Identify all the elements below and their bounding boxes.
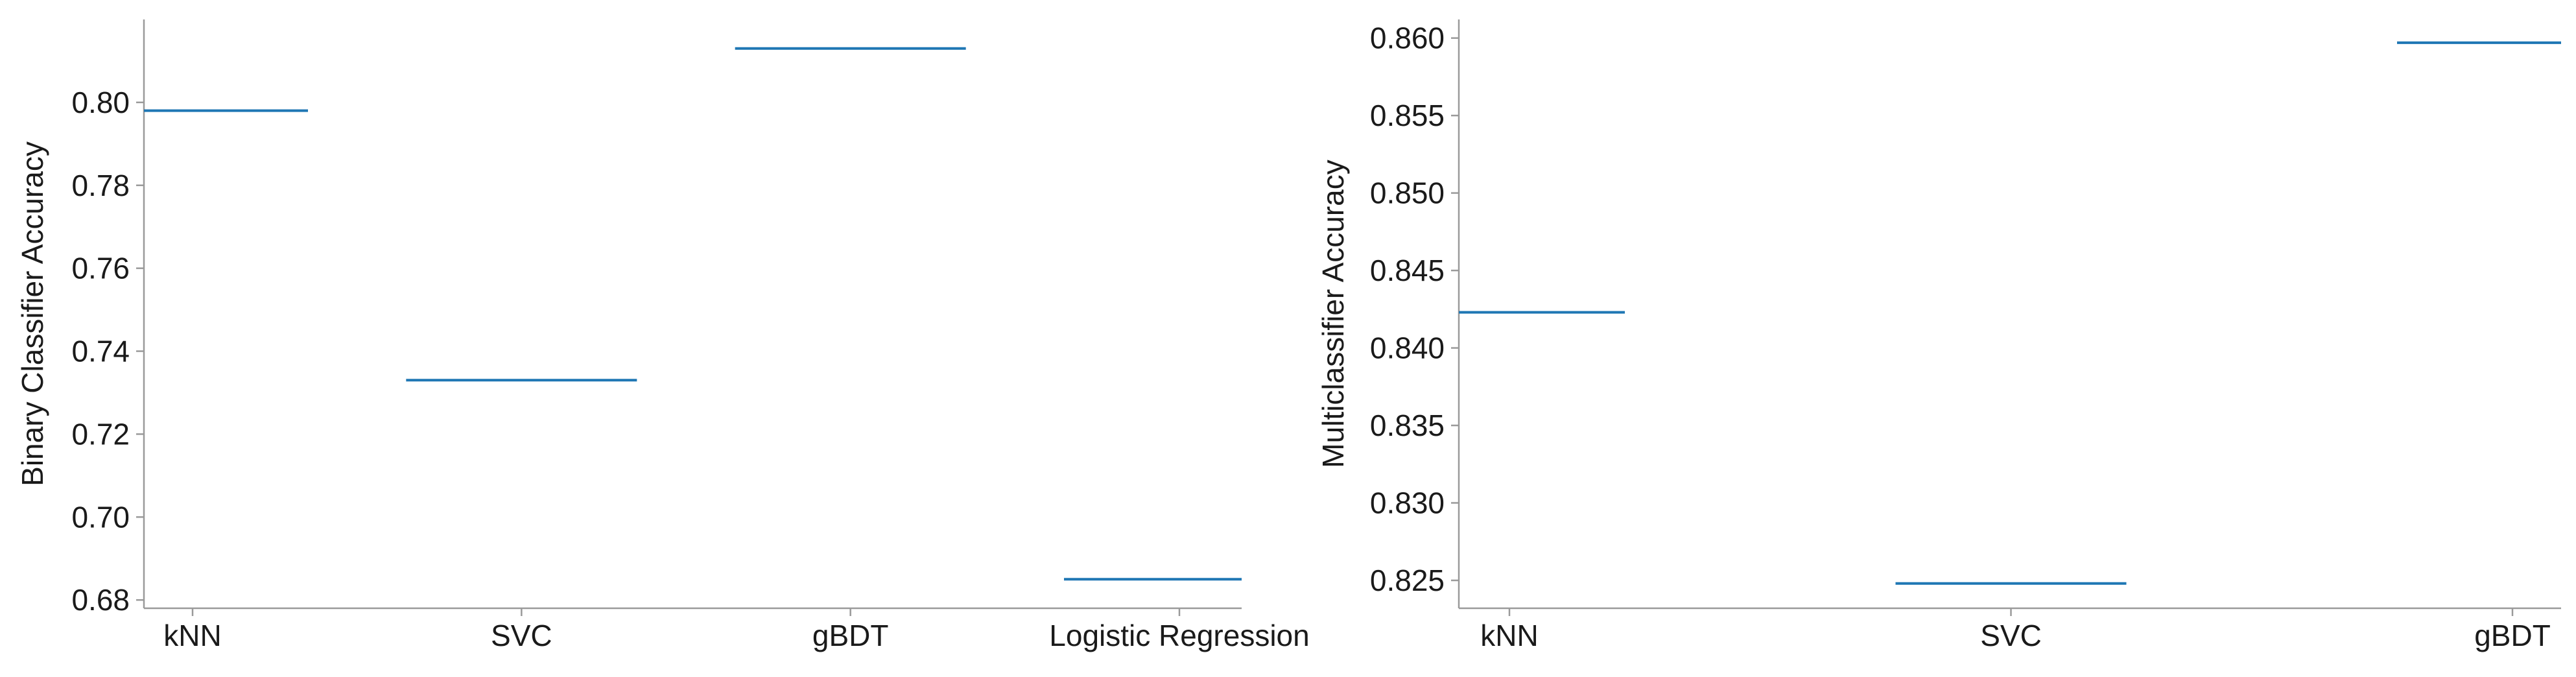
y-tick-label: 0.76 (71, 252, 130, 285)
x-tick-label: kNN (163, 619, 221, 652)
multiclassifier-panel: 0.825 0.830 0.835 0.840 0.845 0.850 0.855 0.860… (1316, 19, 2561, 652)
x-tick-label: gBDT (812, 619, 889, 652)
x-tick-label: SVC (491, 619, 552, 652)
y-tick-label: 0.845 (1370, 254, 1445, 287)
y-axis-title: Binary Classifier Accuracy (16, 141, 49, 486)
y-tick-label: 0.72 (71, 417, 130, 451)
x-tick-label: kNN (1480, 619, 1538, 652)
y-tick-label: 0.78 (71, 169, 130, 202)
y-tick-label: 0.825 (1370, 564, 1445, 597)
y-tick-label: 0.855 (1370, 99, 1445, 132)
y-tick-label: 0.80 (71, 86, 130, 119)
y-tick-label: 0.74 (71, 335, 130, 368)
y-axis-title: Multiclassifier Accuracy (1316, 160, 1350, 468)
y-tick-label: 0.850 (1370, 176, 1445, 210)
y-tick-label: 0.68 (71, 583, 130, 617)
x-tick-label: gBDT (2474, 619, 2551, 652)
binary-classifier-panel: 0.68 0.70 0.72 0.74 0.76 0.78 0.80 kNN SVC gBDT Lo… (16, 19, 1310, 652)
x-tick-label: SVC (1980, 619, 2042, 652)
y-tick-label: 0.70 (71, 500, 130, 534)
y-tick-label: 0.830 (1370, 486, 1445, 520)
y-tick-label: 0.860 (1370, 21, 1445, 55)
y-tick-label: 0.835 (1370, 409, 1445, 442)
x-tick-label: Logistic Regression (1049, 619, 1309, 652)
y-tick-label: 0.840 (1370, 331, 1445, 365)
